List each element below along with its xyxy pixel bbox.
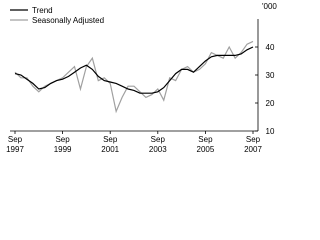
series-line (14, 46, 254, 94)
x-tick-label: Sep 1997 (6, 135, 24, 154)
x-tick-label: Sep 1999 (54, 135, 72, 154)
x-tick-label: Sep 2003 (149, 135, 167, 154)
x-tick-label: Sep 2007 (244, 135, 262, 154)
series-line (14, 40, 254, 114)
legend-label: Trend (32, 6, 53, 15)
y-tick-label: 40 (266, 43, 275, 52)
y-tick-label: 30 (266, 71, 275, 80)
y-tick-label: 10 (266, 127, 275, 136)
chart: '000 10 20 30 40 Sep 1997 Sep 1999 Sep 2001 Sep 200… (6, 2, 277, 154)
x-tick-label: Sep 2005 (197, 135, 215, 154)
x-tick-label: Sep 2001 (101, 135, 119, 154)
y-tick-label: 20 (266, 99, 275, 108)
y-unit: '000 (262, 2, 277, 11)
legend-label: Seasonally Adjusted (32, 16, 104, 25)
